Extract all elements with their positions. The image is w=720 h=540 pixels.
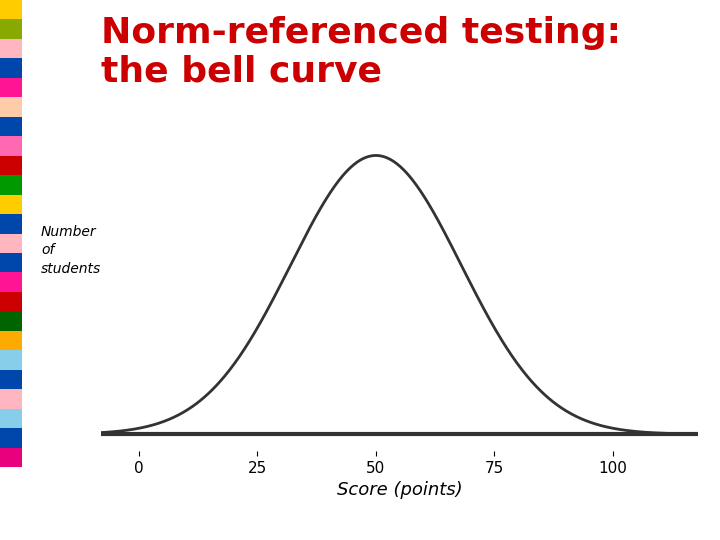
- Bar: [0, 389, 22, 409]
- Bar: [0, 350, 22, 370]
- Bar: [0, 0, 22, 19]
- Bar: [0, 97, 22, 117]
- Text: Number
of
students: Number of students: [41, 225, 102, 276]
- Bar: [0, 233, 22, 253]
- Bar: [0, 136, 22, 156]
- Bar: [0, 428, 22, 448]
- Bar: [0, 58, 22, 78]
- Bar: [0, 448, 22, 467]
- Bar: [0, 214, 22, 233]
- Bar: [0, 78, 22, 97]
- Bar: [0, 175, 22, 194]
- Bar: [0, 292, 22, 312]
- Text: Modernising Higher Education: Modernising Higher Education: [29, 518, 185, 528]
- Bar: [0, 312, 22, 331]
- Bar: [0, 156, 22, 175]
- Bar: [0, 19, 22, 39]
- Bar: [0, 117, 22, 136]
- Bar: [0, 409, 22, 428]
- Bar: [0, 253, 22, 273]
- Bar: [0, 273, 22, 292]
- Text: Norm-referenced testing:
the bell curve: Norm-referenced testing: the bell curve: [101, 16, 621, 88]
- Bar: [0, 331, 22, 350]
- Bar: [0, 39, 22, 58]
- Bar: [0, 370, 22, 389]
- X-axis label: Score (points): Score (points): [337, 481, 462, 499]
- Text: 15: 15: [686, 504, 702, 517]
- Text: TEMPUS: TEMPUS: [29, 480, 169, 509]
- Bar: [0, 194, 22, 214]
- Text: http://ec.europa.eu/tempus: http://ec.europa.eu/tempus: [432, 491, 595, 504]
